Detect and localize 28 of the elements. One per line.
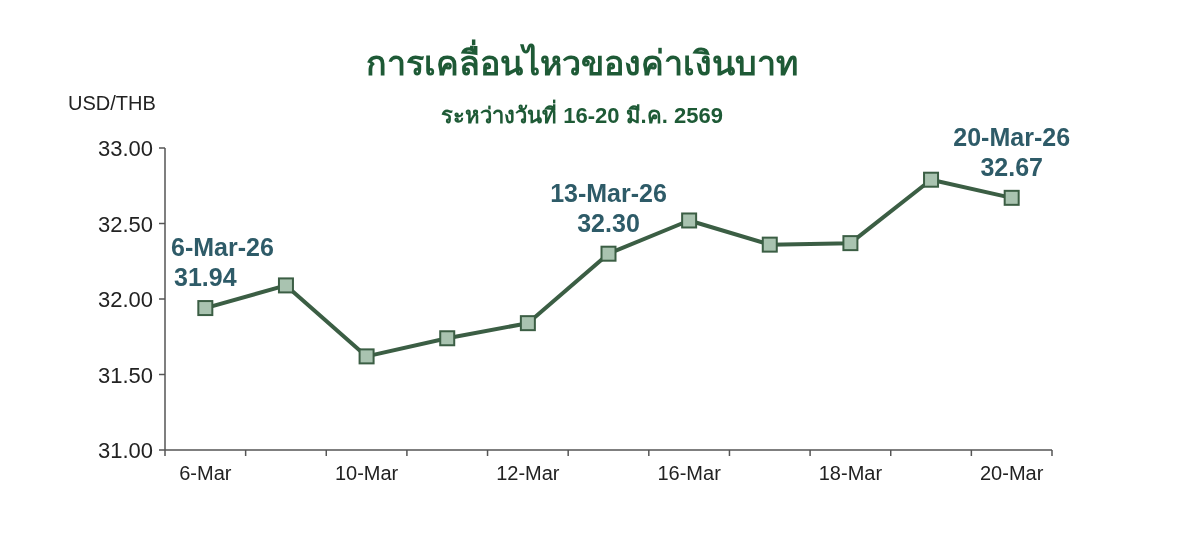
- chart-subtitle: ระหว่างวันที่ 16-20 มี.ค. 2569: [441, 99, 723, 128]
- point: [519, 315, 536, 332]
- y-axis-title: USD/THB: [68, 92, 156, 114]
- x-tick-label: 16-Mar: [657, 462, 722, 484]
- annotation: 20-Mar-26 32.67: [953, 122, 1071, 181]
- x-tick-label: 18-Mar: [818, 462, 883, 484]
- x-tick-label: 20-Mar: [980, 462, 1044, 484]
- x-tick-label: 10-Mar: [334, 462, 399, 484]
- point: [681, 212, 698, 229]
- chart-title: การเคลื่อนไหวของค่าเงินบาท: [366, 39, 798, 82]
- point: [439, 330, 456, 347]
- point: [358, 348, 375, 365]
- point: [923, 171, 940, 188]
- point: [277, 277, 294, 294]
- annotation: 13-Mar-26 32.30: [550, 178, 667, 237]
- point: [842, 235, 859, 252]
- annotation: 6-Mar-26 31.94: [171, 233, 274, 292]
- y-tick-label: 32.50: [97, 211, 153, 237]
- x-tick-label: 12-Mar: [496, 462, 560, 484]
- point: [197, 300, 214, 317]
- point: [1003, 189, 1020, 206]
- x-tick-label: 6-Mar: [179, 462, 232, 484]
- y-tick-label: 32.00: [97, 287, 153, 312]
- y-tick-label: 33.00: [97, 136, 153, 161]
- point: [761, 236, 778, 253]
- y-tick-label: 31.00: [97, 438, 153, 463]
- y-tick-label: 31.50: [97, 362, 153, 388]
- point: [600, 245, 617, 262]
